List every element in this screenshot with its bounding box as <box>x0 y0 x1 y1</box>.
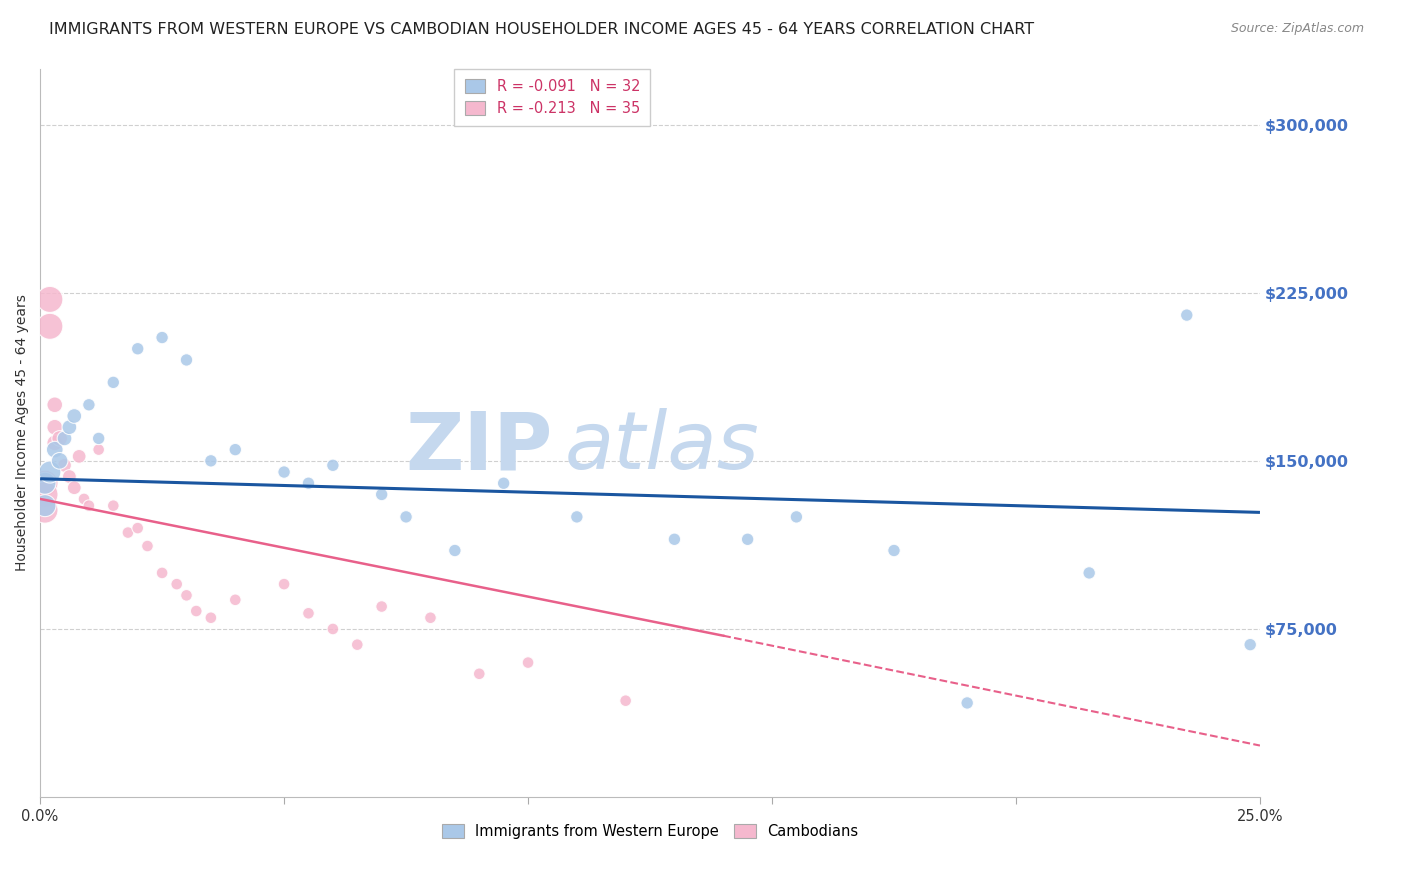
Point <box>395 509 418 524</box>
Point <box>785 509 807 524</box>
Point <box>186 604 208 618</box>
Point <box>44 436 66 450</box>
Point <box>127 342 149 356</box>
Point <box>297 476 319 491</box>
Point <box>44 442 66 457</box>
Point <box>176 353 198 368</box>
Point <box>614 694 637 708</box>
Point <box>63 409 86 423</box>
Point <box>565 509 588 524</box>
Y-axis label: Householder Income Ages 45 - 64 years: Householder Income Ages 45 - 64 years <box>15 294 30 571</box>
Point <box>370 599 392 614</box>
Point <box>956 696 979 710</box>
Point <box>200 611 222 625</box>
Point <box>150 566 173 580</box>
Point <box>1175 308 1198 322</box>
Point <box>224 442 246 457</box>
Point <box>48 431 70 445</box>
Point <box>34 476 56 491</box>
Point <box>346 638 368 652</box>
Point <box>444 543 467 558</box>
Point <box>34 476 56 491</box>
Point <box>136 539 159 553</box>
Point <box>419 611 441 625</box>
Point <box>322 458 344 473</box>
Point <box>53 458 76 473</box>
Point <box>322 622 344 636</box>
Point <box>63 481 86 495</box>
Text: IMMIGRANTS FROM WESTERN EUROPE VS CAMBODIAN HOUSEHOLDER INCOME AGES 45 - 64 YEAR: IMMIGRANTS FROM WESTERN EUROPE VS CAMBOD… <box>49 22 1035 37</box>
Point <box>34 503 56 517</box>
Point <box>44 420 66 434</box>
Text: Source: ZipAtlas.com: Source: ZipAtlas.com <box>1230 22 1364 36</box>
Point <box>58 469 80 483</box>
Point <box>297 607 319 621</box>
Point <box>117 525 139 540</box>
Point <box>58 420 80 434</box>
Point <box>166 577 188 591</box>
Point <box>44 398 66 412</box>
Point <box>77 398 100 412</box>
Point <box>224 592 246 607</box>
Point <box>103 499 125 513</box>
Point <box>38 293 60 307</box>
Point <box>1078 566 1101 580</box>
Point <box>273 577 295 591</box>
Point <box>883 543 905 558</box>
Point <box>34 499 56 513</box>
Text: atlas: atlas <box>565 409 759 486</box>
Point <box>370 487 392 501</box>
Point <box>273 465 295 479</box>
Point <box>664 533 686 547</box>
Point <box>38 465 60 479</box>
Point <box>492 476 515 491</box>
Point <box>77 499 100 513</box>
Point <box>1239 638 1261 652</box>
Point <box>87 442 110 457</box>
Point <box>73 491 96 506</box>
Point <box>34 487 56 501</box>
Point <box>176 588 198 602</box>
Point <box>737 533 759 547</box>
Point <box>468 666 491 681</box>
Point <box>48 454 70 468</box>
Point <box>87 431 110 445</box>
Point <box>67 450 90 464</box>
Text: ZIP: ZIP <box>405 409 553 486</box>
Point <box>200 454 222 468</box>
Point <box>150 330 173 344</box>
Point <box>103 376 125 390</box>
Point <box>38 319 60 334</box>
Point <box>53 431 76 445</box>
Legend: Immigrants from Western Europe, Cambodians: Immigrants from Western Europe, Cambodia… <box>436 818 865 845</box>
Point <box>517 656 540 670</box>
Point <box>127 521 149 535</box>
